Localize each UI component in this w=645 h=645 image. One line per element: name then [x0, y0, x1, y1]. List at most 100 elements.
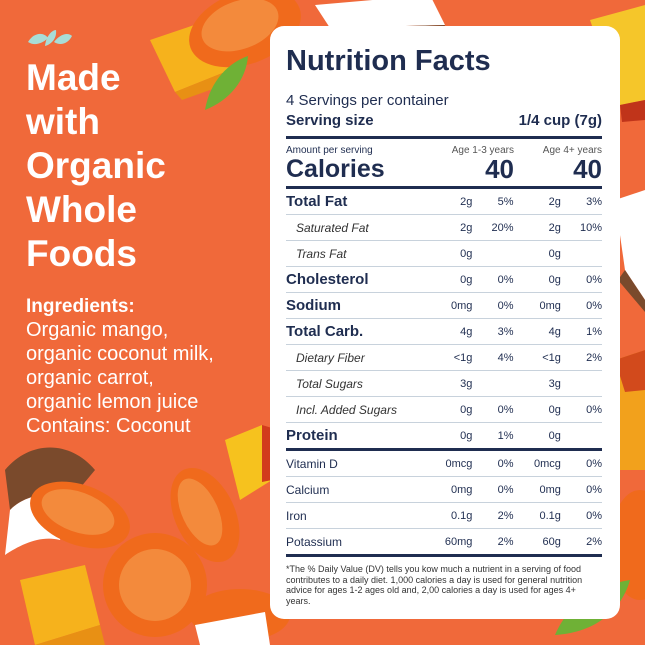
nutrient-label: Calcium — [286, 476, 426, 503]
nutrient-row: Potassium 60mg 2% 60g 2% — [286, 528, 602, 557]
nutrient-table: Total Fat 2g 5% 2g 3% Saturated Fat 2g 20% 2g 10… — [286, 189, 602, 557]
amount-age-1: 0mg — [425, 476, 473, 503]
left-panel: Made with Organic Whole Foods Ingredient… — [26, 28, 266, 438]
nutrient-label: Dietary Fiber — [286, 344, 426, 371]
ingredient-line: Organic mango, — [26, 319, 169, 341]
nutrient-row: Total Carb. 4g 3% 4g 1% — [286, 318, 602, 345]
dv-age-2: 1% — [560, 318, 602, 345]
nutrient-row: Saturated Fat 2g 20% 2g 10% — [286, 214, 602, 241]
amount-age-1: 60mg — [425, 528, 473, 557]
amount-age-2: 0g — [513, 422, 561, 451]
nutrient-row: Protein 0g 1% 0g — [286, 422, 602, 451]
dv-age-2: 0% — [560, 449, 602, 477]
dv-age-1: 0% — [472, 449, 514, 477]
dv-age-1: 0% — [472, 266, 514, 293]
dv-age-2: 0% — [560, 292, 602, 319]
dv-age-2 — [560, 422, 602, 451]
nutrient-row: Iron 0.1g 2% 0.1g 0% — [286, 502, 602, 529]
ingredients-list: Organic mango, organic coconut milk, org… — [26, 318, 266, 438]
amount-age-1: 0mg — [425, 292, 473, 319]
calories-value-age-1: 40 — [485, 154, 514, 184]
amount-age-2: 0g — [513, 396, 561, 423]
daily-value-footnote: *The % Daily Value (DV) tells you kow mu… — [286, 564, 583, 606]
headline-line: Foods — [26, 233, 137, 274]
ingredients-title: Ingredients: — [26, 296, 135, 317]
nutrient-label: Trans Fat — [286, 240, 426, 267]
dv-age-1: 20% — [472, 214, 514, 241]
serving-size-label: Serving size — [286, 112, 374, 129]
dv-age-1: 1% — [472, 422, 514, 451]
headline-line: with — [26, 101, 100, 142]
amount-age-2: 4g — [513, 318, 561, 345]
nutrient-row: Total Fat 2g 5% 2g 3% — [286, 189, 602, 215]
sprout-icon — [28, 30, 72, 46]
dv-age-2: 3% — [560, 189, 602, 215]
ingredient-line: organic coconut milk, — [26, 343, 214, 365]
dv-age-1: 3% — [472, 318, 514, 345]
headline: Made with Organic Whole Foods — [26, 56, 266, 276]
serving-size-row: Serving size 1/4 cup (7g) — [286, 109, 602, 139]
amount-age-2: 0mg — [513, 476, 561, 503]
nutrient-row: Dietary Fiber <1g 4% <1g 2% — [286, 344, 602, 371]
amount-age-2: 0mg — [513, 292, 561, 319]
amount-age-2: 3g — [513, 370, 561, 397]
headline-line: Made — [26, 57, 121, 98]
amount-age-1: 0g — [425, 240, 473, 267]
nutrient-row: Trans Fat 0g 0g — [286, 240, 602, 267]
dv-age-2: 0% — [560, 502, 602, 529]
dv-age-1: 5% — [472, 189, 514, 215]
dv-age-2: 0% — [560, 476, 602, 503]
nutrient-label: Potassium — [286, 528, 426, 557]
amount-age-2: 2g — [513, 189, 561, 215]
amount-age-1: 3g — [425, 370, 473, 397]
amount-age-1: 0g — [425, 422, 473, 451]
dv-age-2: 10% — [560, 214, 602, 241]
nutrient-label: Iron — [286, 502, 426, 529]
nutrient-label: Protein — [286, 422, 426, 451]
amount-age-1: 0.1g — [425, 502, 473, 529]
nutrient-row: Sodium 0mg 0% 0mg 0% — [286, 292, 602, 319]
dv-age-2: 2% — [560, 528, 602, 557]
servings-per-container: 4 Servings per container — [286, 92, 449, 109]
dv-age-1: 0% — [472, 396, 514, 423]
nutrient-label: Total Carb. — [286, 318, 426, 345]
amount-age-1: 0g — [425, 266, 473, 293]
serving-size-value: 1/4 cup (7g) — [518, 112, 602, 129]
amount-age-2: 0mcg — [513, 449, 561, 477]
ingredient-line: organic lemon juice — [26, 391, 199, 413]
nutrient-label: Incl. Added Sugars — [286, 396, 426, 423]
nutrition-facts-panel: Nutrition Facts 4 Servings per container… — [270, 26, 620, 619]
headline-line: Organic — [26, 145, 166, 186]
dv-age-1: 0% — [472, 476, 514, 503]
age-group-2-label: Age 4+ years — [542, 145, 602, 156]
allergen-line: Contains: Coconut — [26, 415, 191, 437]
nutrient-label: Total Fat — [286, 189, 426, 215]
calories-label: Calories — [286, 155, 385, 183]
amount-age-1: 0mcg — [425, 449, 473, 477]
dv-age-2: 0% — [560, 266, 602, 293]
amount-age-2: <1g — [513, 344, 561, 371]
amount-age-2: 0g — [513, 240, 561, 267]
amount-per-serving-label: Amount per serving — [286, 145, 373, 156]
dv-age-1 — [472, 240, 514, 267]
calories-value-age-2: 40 — [573, 154, 602, 184]
amount-age-1: 0g — [425, 396, 473, 423]
amount-age-2: 0.1g — [513, 502, 561, 529]
dv-age-2 — [560, 370, 602, 397]
dv-age-2 — [560, 240, 602, 267]
nutrient-row: Cholesterol 0g 0% 0g 0% — [286, 266, 602, 293]
dv-age-1: 4% — [472, 344, 514, 371]
amount-age-1: 2g — [425, 189, 473, 215]
age-group-1-label: Age 1-3 years — [451, 145, 514, 156]
amount-age-2: 0g — [513, 266, 561, 293]
nutrient-label: Cholesterol — [286, 266, 426, 293]
nutrient-label: Saturated Fat — [286, 214, 426, 241]
dv-age-1: 2% — [472, 502, 514, 529]
nutrient-label: Sodium — [286, 292, 426, 319]
amount-age-1: 4g — [425, 318, 473, 345]
nutrition-title: Nutrition Facts — [286, 45, 491, 77]
dv-age-2: 2% — [560, 344, 602, 371]
nutrient-row: Vitamin D 0mcg 0% 0mcg 0% — [286, 449, 602, 477]
dv-age-1: 2% — [472, 528, 514, 557]
